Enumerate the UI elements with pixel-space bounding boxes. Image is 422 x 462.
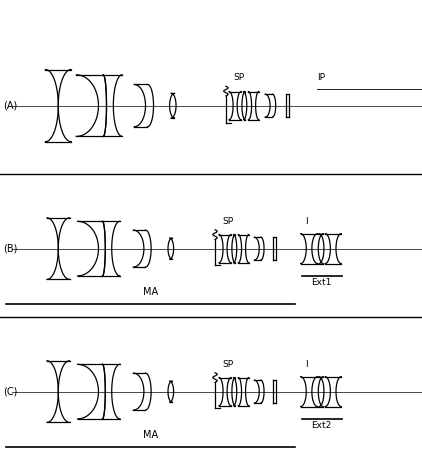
Text: MA: MA [143, 287, 158, 297]
Text: I: I [305, 218, 307, 226]
Text: Ext1: Ext1 [311, 278, 332, 287]
Text: SP: SP [233, 73, 244, 82]
Text: SP: SP [222, 360, 233, 370]
Text: I: I [305, 360, 307, 370]
Text: (A): (A) [3, 101, 17, 110]
Text: IP: IP [317, 73, 325, 82]
Text: SP: SP [222, 218, 233, 226]
Text: (C): (C) [3, 387, 18, 396]
Text: (B): (B) [3, 243, 18, 254]
Text: MA: MA [143, 430, 158, 440]
Text: Ext2: Ext2 [311, 421, 332, 430]
